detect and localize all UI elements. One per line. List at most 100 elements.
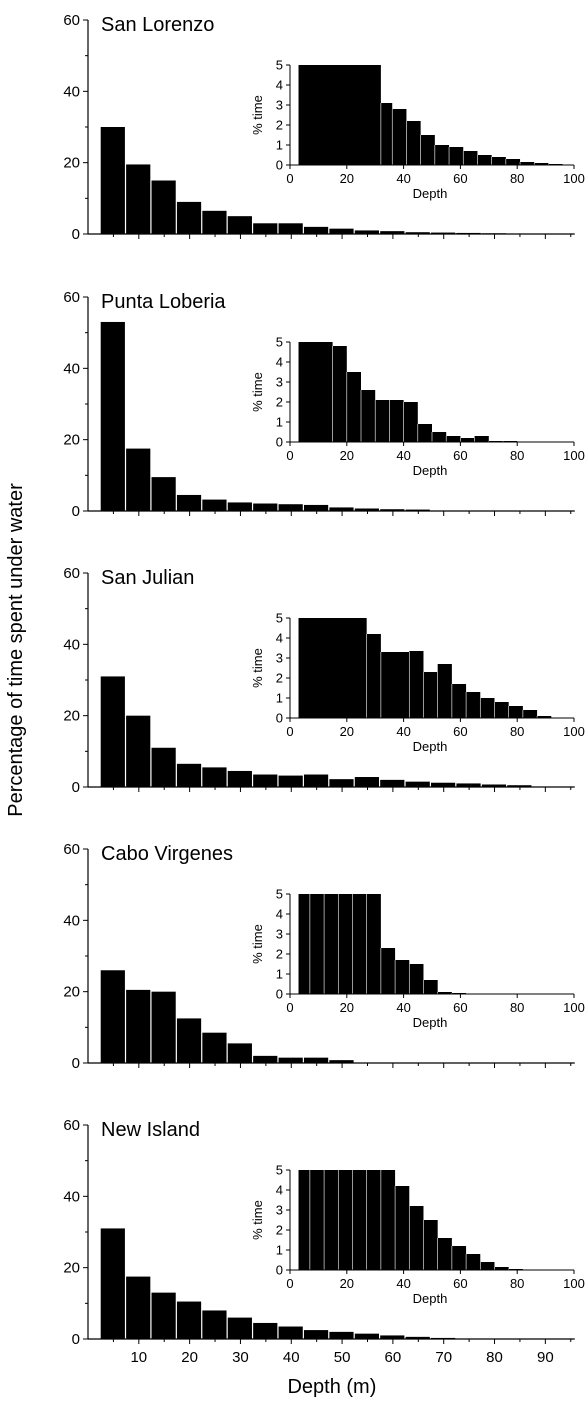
panel-0-inset-bar: [520, 162, 535, 165]
panel-2-inset-bar: [380, 652, 410, 718]
panel-1-inset-bar: [346, 372, 361, 442]
panel-4-bar: [176, 1301, 202, 1339]
panel-3-bar: [329, 1060, 354, 1063]
panel-0-inset-x-tick-label: 0: [286, 171, 293, 186]
panel-3-inset-y-tick-label: 5: [276, 887, 283, 902]
panel-2-inset-x-tick-label: 0: [286, 724, 293, 739]
panel-4-bar: [329, 1331, 354, 1339]
panel-2-bar: [253, 774, 278, 787]
panel-2-inset-y-tick-label: 3: [276, 651, 283, 666]
panel-0-inset-bar: [449, 147, 464, 165]
panel-3-inset-bar: [423, 980, 438, 994]
panel-2-inset-y-tick-label: 0: [276, 711, 283, 726]
panel-3-bar: [278, 1057, 303, 1063]
panel-4-inset-x-tick-label: 40: [396, 1276, 410, 1291]
panel-0-bar: [176, 201, 202, 234]
panel-4-bar: [253, 1322, 278, 1339]
x-tick-label: 40: [283, 1349, 300, 1366]
panel-0-inset-bar: [505, 159, 521, 165]
panel-2-bar: [380, 779, 405, 787]
panel-1-bar: [151, 477, 176, 511]
panel-2-inset-bar: [366, 634, 381, 718]
panel-1-bar: [100, 321, 125, 511]
panel-0-title: San Lorenzo: [101, 14, 214, 36]
panel-3-bar: [202, 1032, 227, 1063]
panel-2-inset-bar: [466, 692, 481, 718]
panel-4-bar: [380, 1335, 405, 1339]
panel-3-y-tick-label: 0: [72, 1055, 80, 1072]
panel-0-bar: [303, 226, 329, 234]
panel-4-inset-y-tick-label: 0: [276, 1263, 283, 1278]
panel-0-inset-bar: [434, 145, 450, 165]
panel-0-y-tick-label: 20: [63, 155, 80, 172]
panel-0-inset-y-tick-label: 1: [276, 138, 283, 153]
panel-2-bar: [456, 783, 481, 787]
panel-3-bar: [227, 1043, 252, 1063]
panel-2-y-tick-label: 60: [63, 565, 80, 582]
panel-3-inset-y-tick-label: 4: [276, 907, 283, 922]
panel-1-inset-bar: [332, 346, 347, 442]
panel-4-inset-bar: [395, 1186, 410, 1270]
panel-2-y-tick-label: 0: [72, 779, 80, 796]
panel-0-inset-x-tick-label: 20: [340, 171, 354, 186]
panel-2-inset-y-tick-label: 2: [276, 671, 283, 686]
panel-1-inset-x-tick-label: 20: [340, 448, 354, 463]
panel-2-bar: [202, 767, 227, 787]
panel-0-inset-bar: [420, 135, 435, 165]
panel-3-bar: [151, 991, 176, 1063]
panel-2-bar: [354, 777, 379, 787]
panel-0-inset-y-tick-label: 2: [276, 118, 283, 133]
panel-2-inset-bar: [437, 664, 452, 718]
panel-1-inset-x-tick-label: 40: [396, 448, 410, 463]
panel-0-inset-y-tick-label: 3: [276, 98, 283, 113]
panel-1-inset-x-tick-label: 60: [453, 448, 467, 463]
panel-4-inset-bar: [309, 1170, 325, 1270]
panel-1-y-tick-label: 20: [63, 432, 80, 449]
panel-4-title: New Island: [101, 1119, 200, 1141]
panel-1-inset-bar: [460, 438, 475, 442]
panel-4-inset-bar: [324, 1170, 339, 1270]
panel-3-inset-x-tick-label: 20: [340, 1000, 354, 1015]
panel-1-y-tick-label: 60: [63, 289, 80, 306]
panel-2-y-tick-label: 20: [63, 708, 80, 725]
panel-2-inset-x-axis-title: Depth: [413, 739, 448, 754]
panel-4-y-tick-label: 40: [63, 1188, 80, 1205]
panel-4-inset-bar: [352, 1170, 367, 1270]
panel-4-inset-bar: [480, 1262, 495, 1270]
panel-3-y-tick-label: 20: [63, 984, 80, 1001]
panel-1-inset-bar: [361, 390, 376, 442]
panel-1-inset-y-axis-title: % time: [250, 372, 265, 412]
panel-4-bar: [202, 1310, 227, 1339]
panel-0-bar: [151, 180, 176, 234]
panel-3-bar: [303, 1057, 329, 1063]
panel-1-bar: [329, 507, 354, 511]
panel-1-inset-y-tick-label: 3: [276, 375, 283, 390]
panel-4-inset-x-tick-label: 60: [453, 1276, 467, 1291]
x-tick-label: 80: [486, 1349, 503, 1366]
panel-1-inset-x-tick-label: 0: [286, 448, 293, 463]
panel-3-inset-bar: [366, 894, 381, 994]
panel-1-inset-bar: [375, 400, 390, 442]
panel-2-inset-bar: [522, 710, 538, 718]
panel-4-bar: [303, 1330, 329, 1339]
panel-3-inset-bar: [338, 894, 353, 994]
panel-3-inset-bar: [380, 948, 396, 994]
panel-0-bar: [380, 231, 405, 234]
panel-0-inset-bar: [477, 155, 492, 165]
panel-0-bar: [253, 223, 278, 234]
panel-3-inset-y-tick-label: 3: [276, 927, 283, 942]
panel-3-inset-y-tick-label: 2: [276, 947, 283, 962]
panel-4-inset-bar: [298, 1170, 310, 1270]
panel-3-inset-x-tick-label: 60: [453, 1000, 467, 1015]
panel-4-inset-bar: [451, 1246, 467, 1270]
panel-4-inset-y-tick-label: 5: [276, 1163, 283, 1178]
panel-4-inset-bar: [494, 1267, 509, 1270]
panel-1-inset-x-axis-title: Depth: [413, 463, 448, 478]
panel-4-bar: [151, 1292, 176, 1339]
panel-2-inset-y-tick-label: 1: [276, 691, 283, 706]
panel-2-inset-bar: [298, 618, 367, 718]
panel-0-bar: [227, 216, 252, 234]
panel-2-title: San Julian: [101, 567, 194, 589]
panel-4-bar: [227, 1317, 252, 1339]
